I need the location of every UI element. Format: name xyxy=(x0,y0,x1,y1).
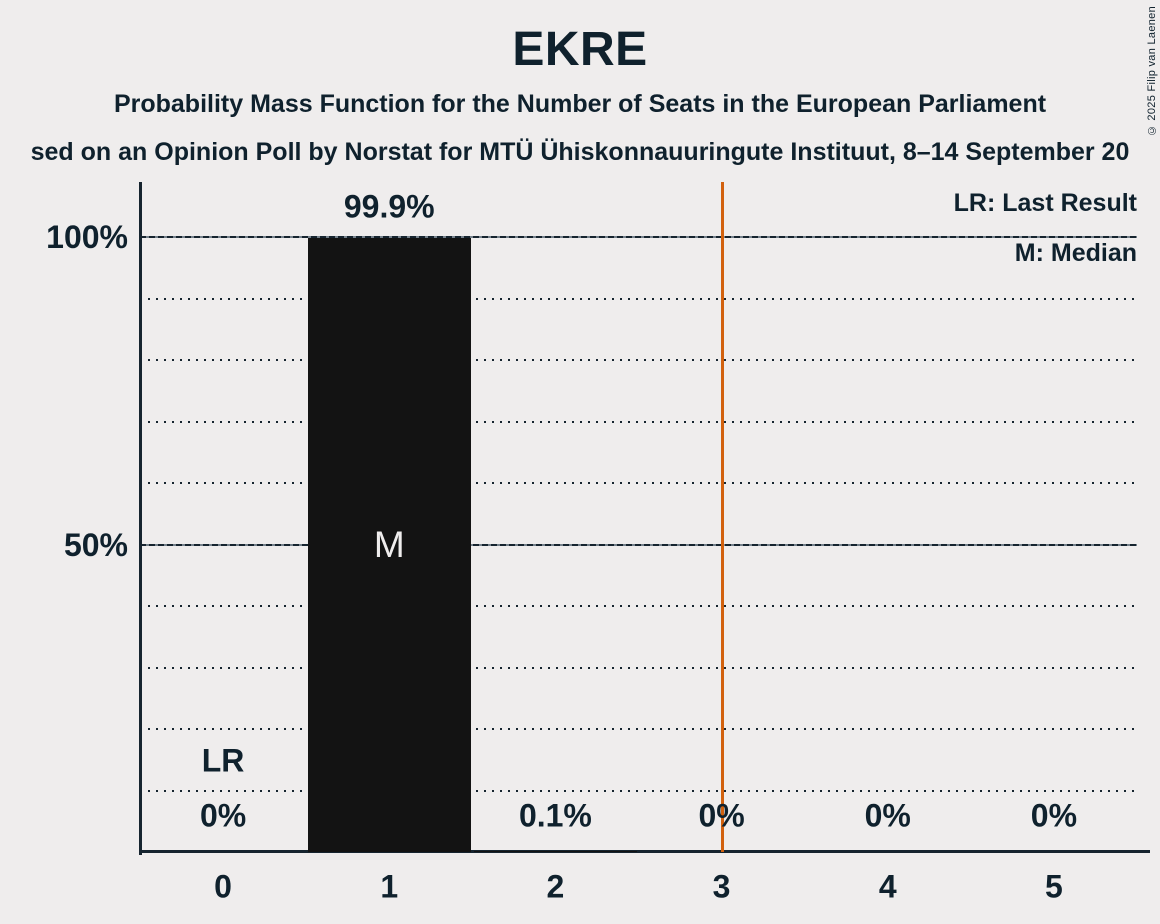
reference-line xyxy=(721,182,724,852)
gridline-90pct xyxy=(140,298,1137,300)
x-tick-label-2: 2 xyxy=(546,868,565,905)
x-tick-label-1: 1 xyxy=(380,868,399,905)
chart-subtitle: Probability Mass Function for the Number… xyxy=(113,90,1047,118)
gridline-40pct xyxy=(140,605,1137,607)
y-tick-label-50: 50% xyxy=(63,527,128,563)
gridline-100pct xyxy=(140,236,1137,238)
gridline-50pct xyxy=(140,544,1137,546)
gridline-30pct xyxy=(140,667,1137,669)
copyright-note: © 2025 Filip van Laenen xyxy=(1146,6,1158,137)
bar-seat-2 xyxy=(474,851,637,852)
legend-last-result: LR: Last Result xyxy=(953,189,1137,217)
bar-seat-1 xyxy=(308,238,471,852)
x-tick-label-3: 3 xyxy=(712,868,731,905)
gridline-80pct xyxy=(140,359,1137,361)
chart-subtitle2: sed on an Opinion Poll by Norstat for MT… xyxy=(30,138,1130,166)
gridline-20pct xyxy=(140,728,1137,730)
x-tick-label-5: 5 xyxy=(1045,868,1063,905)
value-label-seat-0: 0% xyxy=(199,797,247,834)
value-label-seat-5: 0% xyxy=(1030,797,1078,834)
gridline-10pct xyxy=(140,790,1137,792)
value-label-seat-1: 99.9% xyxy=(343,188,435,225)
value-label-seat-3: 0% xyxy=(698,797,745,834)
page-title: EKRE xyxy=(512,23,648,76)
legend-median: M: Median xyxy=(1014,239,1137,267)
chart-subtitle2-wrap: sed on an Opinion Poll by Norstat for MT… xyxy=(0,138,1160,167)
y-tick-label-100: 100% xyxy=(46,219,128,255)
x-tick-label-4: 4 xyxy=(878,868,897,905)
median-marker: M xyxy=(373,524,405,565)
y-axis-line xyxy=(139,182,142,855)
gridline-70pct xyxy=(140,421,1137,423)
gridline-60pct xyxy=(140,482,1137,484)
x-tick-label-0: 0 xyxy=(214,868,232,905)
x-axis-line xyxy=(139,850,1150,853)
value-label-seat-2: 0.1% xyxy=(518,797,592,834)
chart-legend: LR: Last Result M: Median xyxy=(954,178,1137,278)
last-result-marker: LR xyxy=(201,742,245,779)
value-label-seat-4: 0% xyxy=(864,797,911,834)
